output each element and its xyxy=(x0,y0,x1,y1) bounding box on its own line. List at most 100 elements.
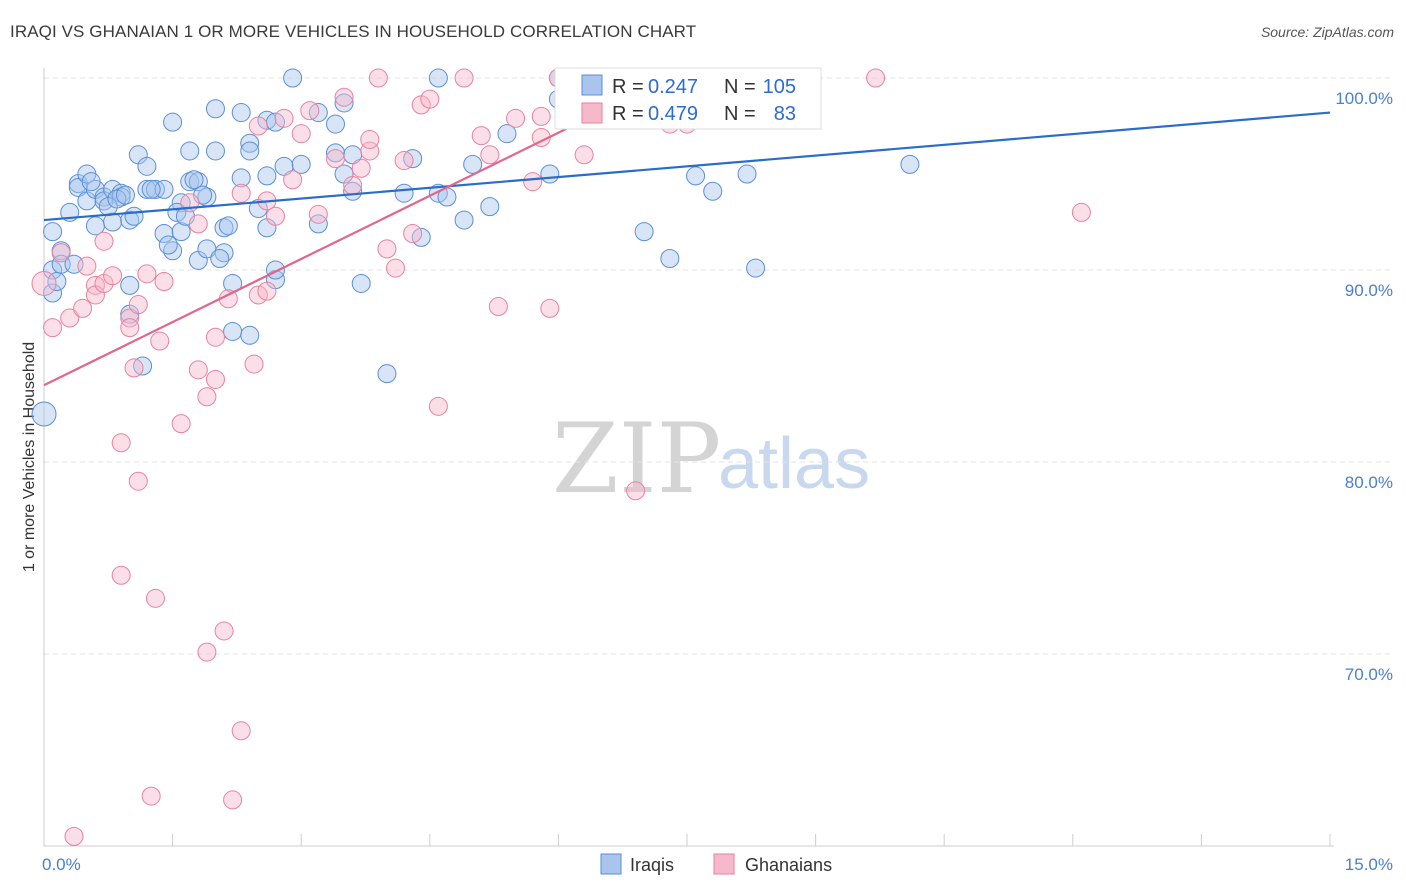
watermark-zip: ZIP xyxy=(552,403,721,515)
ghanaian-point xyxy=(188,214,208,234)
iraqi-point xyxy=(31,401,57,427)
iraqi-point xyxy=(120,275,140,295)
iraqi-point xyxy=(184,170,204,190)
ghanaian-point xyxy=(386,258,406,278)
iraqi-point xyxy=(137,156,157,176)
x-tick-label-max: 15.0% xyxy=(1345,855,1393,874)
ghanaian-point xyxy=(103,266,123,286)
iraqi-point xyxy=(686,166,706,186)
iraqi-point xyxy=(47,272,67,292)
iraqi-point xyxy=(231,103,251,123)
iraqi-point xyxy=(325,114,345,134)
iraqi-point xyxy=(660,248,680,268)
trendline-iraqis xyxy=(43,111,1331,222)
ghanaian-point xyxy=(471,126,491,146)
iraqi-point xyxy=(68,177,88,197)
ghanaian-point xyxy=(154,272,174,292)
iraqi-point xyxy=(171,222,191,242)
iraqi-point xyxy=(124,206,144,226)
ghanaian-point xyxy=(231,183,251,203)
iraqi-point xyxy=(428,68,448,88)
ghanaian-point xyxy=(274,108,294,128)
iraqi-point xyxy=(43,283,63,303)
bottom-legend-label-iraqis: Iraqis xyxy=(630,855,674,875)
iraqi-point xyxy=(634,222,654,242)
iraqi-point xyxy=(480,197,500,217)
ghanaian-point xyxy=(454,68,474,88)
iraqi-point xyxy=(43,222,63,242)
iraqi-point xyxy=(291,154,311,174)
ghanaian-point xyxy=(351,158,371,178)
ghanaian-point xyxy=(488,296,508,316)
iraqi-point xyxy=(205,99,225,119)
ghanaian-point xyxy=(265,206,285,226)
iraqi-point xyxy=(283,68,303,88)
ghanaian-point xyxy=(334,87,354,107)
ghanaian-point xyxy=(77,256,97,276)
iraqi-point xyxy=(141,179,161,199)
bottom-legend-swatch-iraqis xyxy=(600,853,622,875)
ghanaian-point xyxy=(128,471,148,491)
ghanaian-point xyxy=(205,327,225,347)
ghanaian-point xyxy=(866,68,886,88)
ghanaian-point xyxy=(188,360,208,380)
ghanaian-point xyxy=(171,414,191,434)
ghanaian-point xyxy=(120,318,140,338)
ghanaian-point xyxy=(150,331,170,351)
iraqi-point xyxy=(210,248,230,268)
ghanaian-point xyxy=(1071,202,1091,222)
ghanaian-point xyxy=(291,124,311,144)
ghanaian-point xyxy=(360,141,380,161)
ghanaian-point xyxy=(64,826,84,846)
bottom-legend-swatch-ghanaians xyxy=(713,853,735,875)
legend-r-value-iraqis: 0.247 xyxy=(648,76,698,98)
ghanaian-point xyxy=(223,790,243,810)
ghanaian-point xyxy=(257,281,277,301)
iraqi-point xyxy=(257,166,277,186)
iraqi-point xyxy=(158,235,178,255)
series-legend: Iraqis Ghanaians xyxy=(600,853,832,875)
iraqi-point xyxy=(180,141,200,161)
ghanaian-point xyxy=(506,108,526,128)
ghanaian-point xyxy=(137,264,157,284)
x-tick-label-min: 0.0% xyxy=(42,855,81,874)
legend-n-value-ghanaians: 83 xyxy=(774,103,796,125)
ghanaian-point xyxy=(197,642,217,662)
iraqi-point xyxy=(540,164,560,184)
iraqi-point xyxy=(240,325,260,345)
iraqi-point xyxy=(334,93,354,113)
y-axis-label: 1 or more Vehicles in Household xyxy=(21,342,38,572)
iraqi-point xyxy=(163,112,183,132)
iraqi-point xyxy=(274,156,294,176)
x-ticks xyxy=(43,834,1331,846)
iraqi-point xyxy=(454,210,474,230)
y-tick-labels: 100.0% 90.0% 80.0% 70.0% xyxy=(1335,89,1393,684)
ghanaian-point xyxy=(377,239,397,259)
ghanaian-point xyxy=(51,243,71,263)
ghanaian-point xyxy=(120,308,140,328)
ghanaian-point xyxy=(31,270,57,296)
iraqi-point xyxy=(205,141,225,161)
iraqi-point xyxy=(746,258,766,278)
watermark-atlas: atlas xyxy=(718,424,870,504)
ghanaian-point xyxy=(244,354,264,374)
y-tick-label: 80.0% xyxy=(1345,473,1393,492)
ghanaian-point xyxy=(523,172,543,192)
ghanaian-point xyxy=(231,721,251,741)
iraqi-point xyxy=(394,183,414,203)
ghanaian-point xyxy=(531,106,551,126)
axes xyxy=(43,68,1334,847)
ghanaian-point xyxy=(111,565,131,585)
legend-r-label-ghanaians: R = xyxy=(612,103,644,125)
iraqi-point xyxy=(265,260,285,280)
ghanaian-point xyxy=(94,231,114,251)
ghanaian-point xyxy=(540,298,560,318)
ghanaian-point xyxy=(394,151,414,171)
iraqi-point xyxy=(223,321,243,341)
iraqi-point xyxy=(240,141,260,161)
ghanaian-point xyxy=(325,149,345,169)
ghanaian-point xyxy=(145,588,165,608)
ghanaian-point xyxy=(480,145,500,165)
ghanaian-point xyxy=(428,396,448,416)
